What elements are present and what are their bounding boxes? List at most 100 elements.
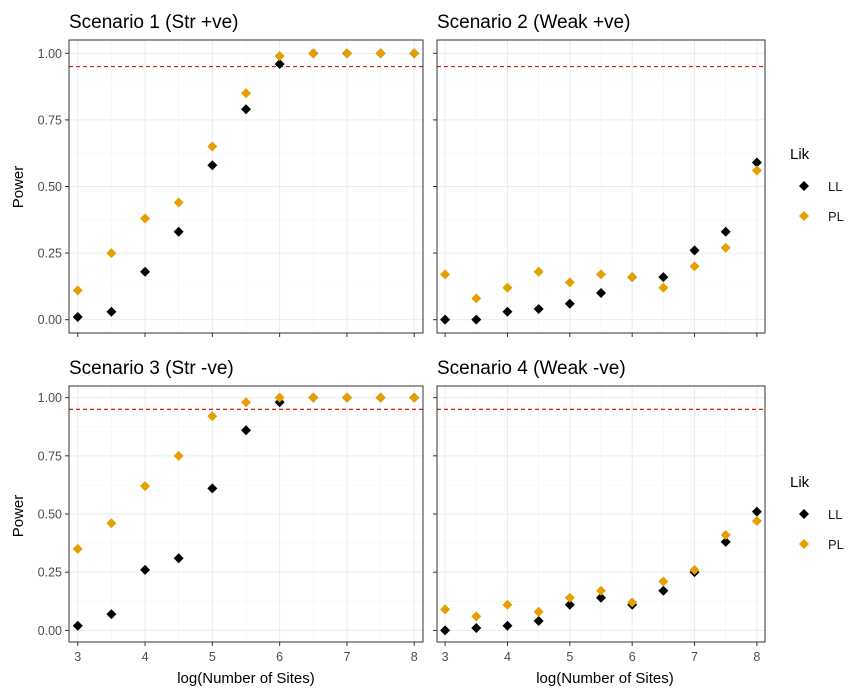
- point-LL: [564, 298, 575, 309]
- panel-title: Scenario 2 (Weak +ve): [437, 12, 630, 33]
- point-PL: [658, 282, 669, 293]
- point-LL: [274, 58, 285, 69]
- point-LL: [106, 609, 117, 620]
- point-LL: [751, 506, 762, 517]
- point-PL: [409, 48, 420, 59]
- legend-2: Lik LL PL: [790, 474, 844, 552]
- point-PL: [207, 141, 218, 152]
- point-PL: [274, 392, 285, 403]
- x-tick-label: 8: [753, 650, 760, 664]
- point-LL: [502, 306, 513, 317]
- legend-title: Lik: [790, 146, 810, 163]
- point-LL: [173, 553, 184, 564]
- point-LL: [140, 564, 151, 575]
- x-tick-label: 4: [142, 650, 149, 664]
- point-LL: [533, 304, 544, 315]
- panel-3: Scenario 3 (Str -ve) 0.00 0.25 0.50 0.75 1.00…: [38, 358, 424, 664]
- point-PL: [72, 285, 83, 296]
- point-PL: [751, 165, 762, 176]
- x-tick-label: 7: [343, 650, 350, 664]
- point-PL: [627, 597, 638, 608]
- point-LL: [241, 425, 251, 436]
- legend-label-PL: PL: [828, 209, 844, 224]
- y-axis-title-bottom: Power: [10, 495, 27, 538]
- point-LL: [658, 585, 669, 596]
- panel-2: Scenario 2 (Weak +ve): [433, 12, 766, 337]
- point-PL: [440, 604, 451, 615]
- y-tick-label: 0.25: [38, 566, 62, 580]
- series-PL: [72, 392, 420, 554]
- point-PL: [720, 529, 731, 540]
- point-PL: [689, 261, 700, 272]
- point-PL: [308, 392, 319, 403]
- point-PL: [72, 543, 83, 554]
- series-PL: [72, 48, 420, 296]
- point-PL: [751, 515, 762, 526]
- x-axis-title-right: log(Number of Sites): [536, 670, 674, 687]
- x-tick-label: 6: [629, 650, 636, 664]
- y-tick-label: 0.75: [38, 113, 62, 127]
- point-PL: [106, 518, 117, 529]
- x-tick-label: 3: [74, 650, 81, 664]
- series-LL: [440, 157, 762, 325]
- panel-4: Scenario 4 (Weak -ve) 3 4 5 6 7 8: [433, 358, 766, 664]
- panel-title: Scenario 1 (Str +ve): [69, 12, 239, 33]
- y-tick-label: 1.00: [38, 47, 62, 61]
- point-LL: [207, 483, 218, 494]
- y-tick-label: 0.75: [38, 449, 62, 463]
- y-tick-label: 0.50: [38, 180, 62, 194]
- point-LL: [564, 599, 575, 610]
- point-PL: [308, 48, 319, 59]
- point-PL: [689, 564, 700, 575]
- point-LL: [596, 592, 606, 603]
- legend-key-LL: [799, 181, 809, 191]
- point-PL: [375, 48, 386, 59]
- point-PL: [533, 606, 544, 617]
- y-axis-title-top: Power: [10, 166, 27, 209]
- x-tick-label: 5: [566, 650, 573, 664]
- point-PL: [502, 282, 513, 293]
- point-PL: [140, 213, 151, 224]
- point-LL: [596, 288, 606, 299]
- point-PL: [241, 397, 251, 408]
- legend-1: Lik LL PL: [790, 146, 844, 224]
- x-tick-label: 6: [276, 650, 283, 664]
- axis-titles-layer: Power Power log(Number of Sites) log(Num…: [10, 166, 674, 687]
- x-tick-label: 4: [504, 650, 511, 664]
- panel-title: Scenario 4 (Weak -ve): [437, 358, 626, 379]
- point-LL: [241, 104, 251, 115]
- point-PL: [440, 269, 451, 280]
- point-LL: [72, 620, 83, 631]
- point-LL: [140, 266, 151, 277]
- x-tick-label: 5: [209, 650, 216, 664]
- legend-label-LL: LL: [828, 179, 842, 194]
- y-tick-label: 1.00: [38, 391, 62, 405]
- y-tick-label: 0.50: [38, 508, 62, 522]
- point-LL: [440, 625, 451, 636]
- point-LL: [751, 157, 762, 168]
- panels-layer: Scenario 1 (Str +ve) 0.00 0.25 0.50 0.75 1.00…: [38, 12, 766, 664]
- point-PL: [106, 248, 117, 259]
- y-tick-label: 0.00: [38, 624, 62, 638]
- point-PL: [564, 592, 575, 603]
- point-LL: [502, 620, 513, 631]
- legend-label-PL: PL: [828, 537, 844, 552]
- series-PL: [440, 515, 762, 622]
- point-PL: [341, 392, 352, 403]
- point-LL: [533, 616, 544, 627]
- point-PL: [658, 576, 669, 587]
- point-PL: [274, 50, 285, 61]
- point-LL: [106, 306, 117, 317]
- panel-1: Scenario 1 (Str +ve) 0.00 0.25 0.50 0.75 1.00: [38, 12, 424, 337]
- point-LL: [720, 226, 731, 237]
- y-tick-label: 0.00: [38, 313, 62, 327]
- point-LL: [173, 226, 184, 237]
- x-tick-label: 8: [411, 650, 418, 664]
- legend-key-PL: [799, 211, 809, 221]
- point-PL: [241, 88, 251, 99]
- point-PL: [533, 266, 544, 277]
- point-PL: [341, 48, 352, 59]
- point-PL: [409, 392, 420, 403]
- legend-key-LL: [799, 509, 809, 519]
